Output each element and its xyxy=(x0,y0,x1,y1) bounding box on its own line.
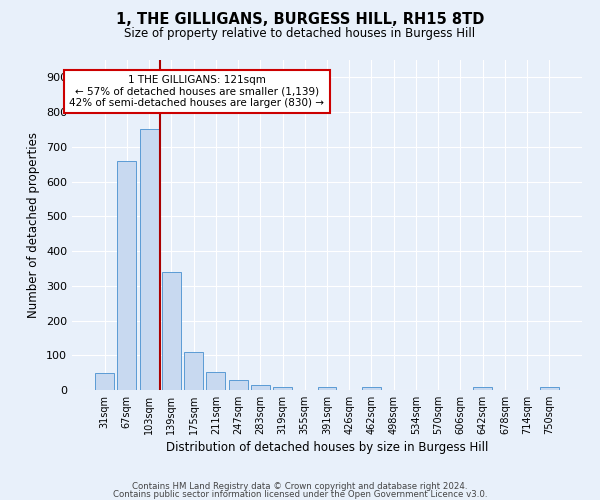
Text: Contains HM Land Registry data © Crown copyright and database right 2024.: Contains HM Land Registry data © Crown c… xyxy=(132,482,468,491)
Y-axis label: Number of detached properties: Number of detached properties xyxy=(28,132,40,318)
Bar xyxy=(162,272,181,390)
Text: 1, THE GILLIGANS, BURGESS HILL, RH15 8TD: 1, THE GILLIGANS, BURGESS HILL, RH15 8TD xyxy=(116,12,484,28)
Bar xyxy=(251,385,270,390)
Bar xyxy=(229,380,248,390)
Bar xyxy=(206,372,225,390)
Bar xyxy=(540,386,559,390)
Bar xyxy=(273,386,292,390)
Text: Size of property relative to detached houses in Burgess Hill: Size of property relative to detached ho… xyxy=(124,28,476,40)
Bar xyxy=(184,352,203,390)
Text: 1 THE GILLIGANS: 121sqm
← 57% of detached houses are smaller (1,139)
42% of semi: 1 THE GILLIGANS: 121sqm ← 57% of detache… xyxy=(70,75,325,108)
Bar xyxy=(362,386,381,390)
Bar xyxy=(473,386,492,390)
Text: Contains public sector information licensed under the Open Government Licence v3: Contains public sector information licen… xyxy=(113,490,487,499)
Bar xyxy=(140,130,158,390)
Bar xyxy=(118,160,136,390)
Bar xyxy=(317,386,337,390)
X-axis label: Distribution of detached houses by size in Burgess Hill: Distribution of detached houses by size … xyxy=(166,441,488,454)
Bar xyxy=(95,372,114,390)
